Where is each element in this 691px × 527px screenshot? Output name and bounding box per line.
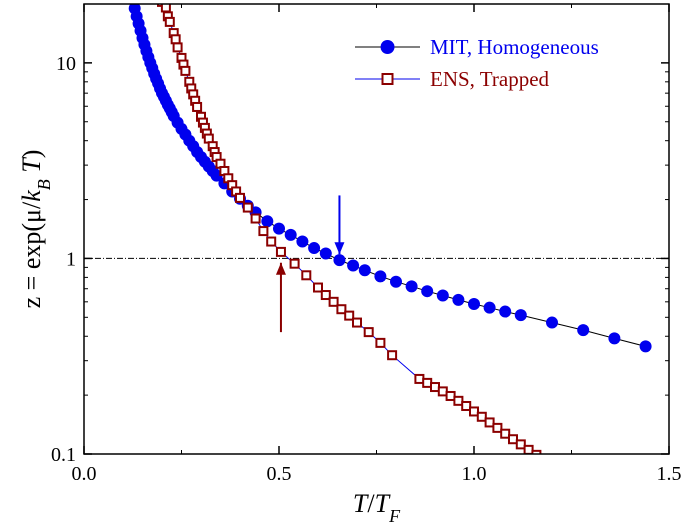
data-point-mit xyxy=(333,254,346,267)
y-tick-label: 1 xyxy=(66,248,76,270)
data-point-ens xyxy=(414,373,425,384)
data-point-ens xyxy=(387,350,398,361)
data-point-ens xyxy=(453,395,464,406)
data-point-ens xyxy=(192,101,203,112)
data-point-mit xyxy=(273,222,285,235)
x-tick-label: 1.5 xyxy=(657,463,682,485)
data-point-ens xyxy=(484,417,495,428)
data-point-ens xyxy=(515,439,526,450)
data-point-mit xyxy=(483,301,496,314)
data-point-ens xyxy=(469,406,479,417)
axes: 0.0 0.5 1.0 1.5 0.1 1 10 T/TF z = exp(μ/kB T) xyxy=(17,3,682,526)
plot-frame xyxy=(83,3,670,455)
data-point-mit xyxy=(319,247,332,260)
y-tick-label: 0.1 xyxy=(51,444,76,466)
data-point-mit xyxy=(390,275,402,288)
data-point-ens xyxy=(540,456,548,464)
data-point-mit xyxy=(468,297,480,310)
data-point-ens xyxy=(275,246,286,257)
data-point-ens xyxy=(250,213,261,224)
data-point-mit xyxy=(546,316,558,329)
data-point-ens xyxy=(180,65,191,76)
data-point-mit xyxy=(405,280,418,293)
data-point-ens xyxy=(242,202,253,213)
data-point-ens xyxy=(172,42,183,53)
data-point-ens xyxy=(336,304,347,315)
data-point-ens xyxy=(170,34,181,45)
data-point-ens xyxy=(375,337,386,348)
data-point-ens xyxy=(313,282,323,293)
legend-label-mit: MIT, Homogeneous xyxy=(430,35,599,59)
data-point-mit xyxy=(261,215,274,228)
y-tick-label: 10 xyxy=(56,53,76,75)
data-point-ens xyxy=(235,192,245,203)
legend-marker-ens xyxy=(381,73,394,85)
data-point-mit xyxy=(284,228,297,241)
data-point-mit xyxy=(577,324,590,337)
data-point-ens xyxy=(523,444,534,454)
y-axis-title: z = exp(μ/kB T) xyxy=(17,150,54,309)
arrow-head-1 xyxy=(275,262,286,275)
data-point-ens xyxy=(508,434,518,445)
data-point-ens xyxy=(301,270,312,281)
data-point-ens xyxy=(461,400,472,411)
data-point-ens xyxy=(164,16,175,27)
data-point-mit xyxy=(421,285,434,298)
plot-content xyxy=(84,4,669,464)
data-point-mit xyxy=(499,305,512,318)
data-point-ens xyxy=(328,296,339,307)
data-point-ens xyxy=(344,310,355,321)
x-axis-title: T/TF xyxy=(353,489,401,526)
data-point-ens xyxy=(266,236,277,247)
data-point-mit xyxy=(374,270,387,283)
data-point-mit xyxy=(608,332,621,345)
x-tick-label: 0.5 xyxy=(267,463,292,485)
legend: MIT, Homogeneous ENS, Trapped xyxy=(355,35,599,91)
data-point-ens xyxy=(492,422,503,433)
data-point-ens xyxy=(352,317,362,328)
data-point-ens xyxy=(363,327,374,338)
data-point-mit xyxy=(308,242,321,255)
data-point-ens xyxy=(500,428,511,439)
legend-label-ens: ENS, Trapped xyxy=(430,67,550,91)
data-point-mit xyxy=(347,259,360,272)
arrow-head-0 xyxy=(334,242,345,255)
x-tick-label: 1.0 xyxy=(462,463,487,485)
data-point-ens xyxy=(289,258,300,269)
data-point-mit xyxy=(436,289,449,302)
data-point-ens xyxy=(258,226,269,237)
data-point-ens xyxy=(531,449,542,454)
legend-marker-mit xyxy=(380,40,395,54)
data-point-ens xyxy=(476,411,487,422)
data-point-ens xyxy=(320,290,331,301)
x-tick-label: 0.0 xyxy=(72,463,97,485)
data-point-mit xyxy=(296,235,309,248)
data-point-mit xyxy=(514,309,527,322)
data-point-mit xyxy=(358,264,371,277)
data-point-mit xyxy=(452,293,465,306)
data-point-ens xyxy=(437,386,448,397)
data-point-mit xyxy=(639,340,652,353)
